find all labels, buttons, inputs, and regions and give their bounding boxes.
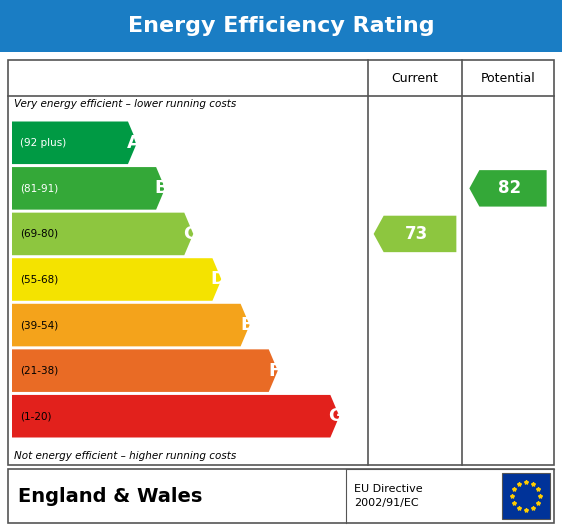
Bar <box>8 469 554 523</box>
Polygon shape <box>12 349 278 392</box>
Text: Current: Current <box>392 72 438 84</box>
Text: (81-91): (81-91) <box>20 183 58 193</box>
Text: D: D <box>210 270 225 288</box>
Text: F: F <box>268 362 280 379</box>
Polygon shape <box>12 304 250 346</box>
Polygon shape <box>469 170 547 207</box>
Text: A: A <box>126 134 140 152</box>
Bar <box>8 60 554 465</box>
Text: G: G <box>328 407 343 425</box>
Text: EU Directive
2002/91/EC: EU Directive 2002/91/EC <box>353 484 422 508</box>
Bar <box>0 0 562 52</box>
Text: 73: 73 <box>405 225 429 243</box>
Text: Potential: Potential <box>481 72 536 84</box>
Text: (39-54): (39-54) <box>20 320 58 330</box>
Polygon shape <box>374 216 456 252</box>
Text: B: B <box>155 179 169 197</box>
Text: (92 plus): (92 plus) <box>20 138 66 148</box>
Text: (55-68): (55-68) <box>20 275 58 285</box>
Polygon shape <box>12 122 137 164</box>
Text: C: C <box>183 225 196 243</box>
Text: (21-38): (21-38) <box>20 366 58 376</box>
Text: (1-20): (1-20) <box>20 411 52 421</box>
Polygon shape <box>12 395 339 437</box>
Text: Energy Efficiency Rating: Energy Efficiency Rating <box>128 16 434 36</box>
Text: E: E <box>240 316 252 334</box>
Text: Very energy efficient – lower running costs: Very energy efficient – lower running co… <box>14 99 236 109</box>
Bar <box>502 473 550 519</box>
Text: Not energy efficient – higher running costs: Not energy efficient – higher running co… <box>14 451 236 461</box>
Polygon shape <box>12 212 193 255</box>
Polygon shape <box>12 167 165 210</box>
Text: 82: 82 <box>498 179 522 197</box>
Polygon shape <box>12 258 221 301</box>
Text: (69-80): (69-80) <box>20 229 58 239</box>
Text: England & Wales: England & Wales <box>18 486 202 505</box>
